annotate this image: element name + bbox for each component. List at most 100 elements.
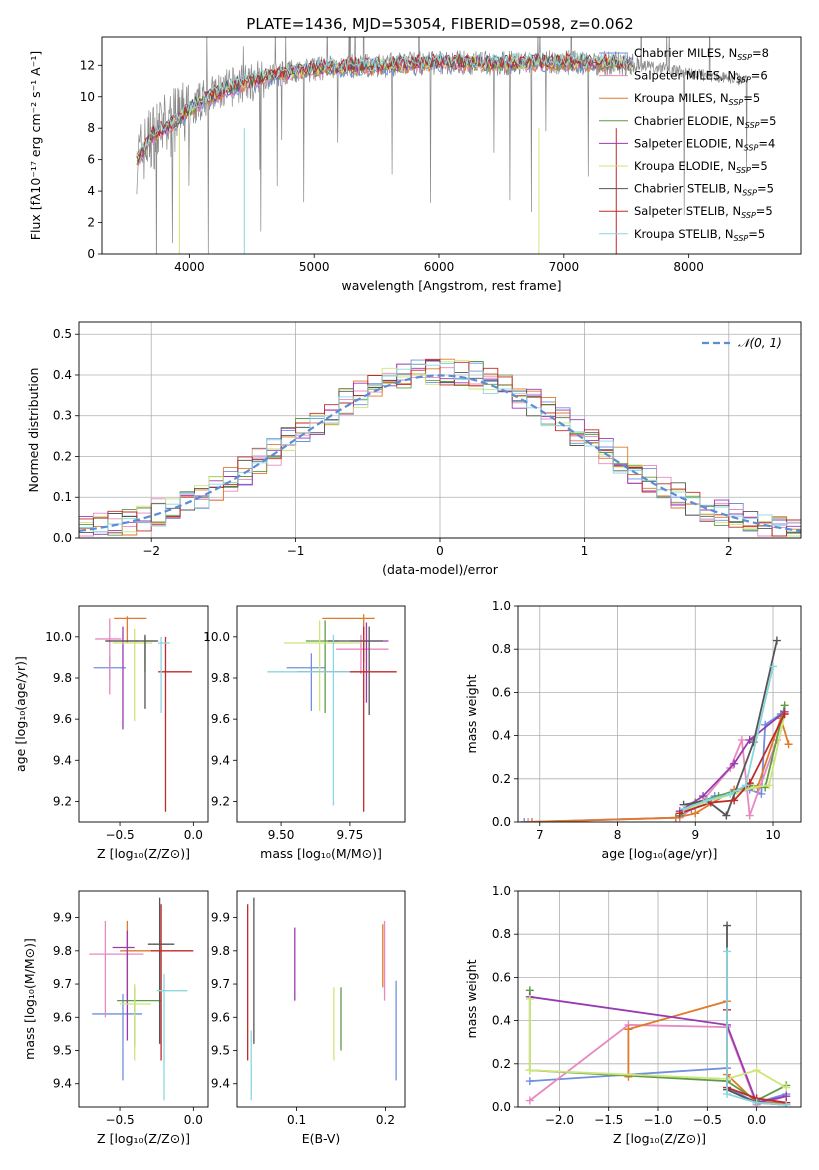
- weight-marker-chabrier_miles: [757, 789, 766, 798]
- weight-marker-chabrier_stelib: [772, 636, 781, 645]
- x-tick-label: 10: [765, 828, 780, 842]
- weight-marker-kroupa_stelib: [702, 796, 711, 805]
- y-tick-label: 0: [87, 247, 95, 261]
- x-tick-label: −0.5: [105, 1113, 134, 1127]
- x-tick-label: 0.1: [287, 1113, 306, 1127]
- y-tick-label: 0.4: [492, 1014, 511, 1028]
- weight-marker-kroupa_miles: [784, 740, 793, 749]
- plot-area: [267, 614, 397, 812]
- legend-label-chabrier_elodie: Chabrier ELODIE, NSSP=5: [634, 114, 776, 130]
- legend-label-salpeter_stelib: Salpeter STELIB, NSSP=5: [634, 204, 773, 220]
- plot-area: [520, 636, 793, 822]
- weight-marker-chabrier_miles: [520, 818, 529, 822]
- weight-marker-kroupa_stelib: [723, 1090, 732, 1099]
- y-tick-label: 0.1: [53, 490, 72, 504]
- x-tick-label: 6000: [424, 260, 455, 274]
- y-tick-label: 0.6: [492, 685, 511, 699]
- y-tick-label: 0.8: [492, 927, 511, 941]
- weight-marker-salpeter_miles: [737, 735, 746, 744]
- x-axis-label: Z [log₁₀(Z/Z⊙)]: [97, 846, 190, 861]
- y-tick-label: 9.5: [211, 1044, 230, 1058]
- y-axis-label: mass [log₁₀(M/M⊙)]: [22, 938, 37, 1060]
- y-tick-label: 0.0: [492, 1100, 511, 1114]
- x-tick-label: −0.5: [693, 1113, 722, 1127]
- plot-area: [89, 897, 194, 1101]
- axes-frame: [236, 890, 406, 1108]
- y-tick-label: 9.6: [211, 712, 230, 726]
- x-tick-label: 8: [614, 828, 622, 842]
- y-tick-label: 9.6: [211, 1010, 230, 1024]
- figure-title: PLATE=1436, MJD=53054, FIBERID=0598, z=0…: [246, 15, 633, 33]
- legend-label-kroupa_miles: Kroupa MILES, NSSP=5: [634, 91, 760, 107]
- x-tick-label: 0.0: [184, 828, 203, 842]
- axes-frame: [78, 605, 209, 823]
- y-tick-label: 9.4: [53, 753, 72, 767]
- x-tick-label: 5000: [299, 260, 330, 274]
- axes-frame: [78, 321, 802, 539]
- weight-marker-kroupa_elodie: [765, 781, 774, 790]
- x-tick-label: 8000: [673, 260, 704, 274]
- y-tick-label: 0.2: [53, 449, 72, 463]
- y-tick-label: 6: [87, 153, 95, 167]
- plot-area: [93, 616, 192, 812]
- weight-marker-kroupa_stelib: [726, 789, 735, 798]
- axes-weight_vs_age: 7 8 9 10 0.0 0.2 0.4 0.6 0.8 1.0 age [log₁₀(age/yr…: [464, 599, 802, 861]
- y-tick-label: 9.6: [53, 1010, 72, 1024]
- y-tick-label: 9.6: [53, 712, 72, 726]
- axes-mass_vs_ebv: 0.1 0.2 9.4 9.5 9.6 9.7 9.8 9.9 E(B-V): [211, 890, 406, 1146]
- legend-label-chabrier_stelib: Chabrier STELIB, NSSP=5: [634, 182, 774, 198]
- x-axis-label: Z [log₁₀(Z/Z⊙)]: [97, 1131, 190, 1146]
- y-tick-label: 4: [87, 184, 95, 198]
- x-tick-label: 7000: [549, 260, 580, 274]
- spectrum-legend: Chabrier MILES, NSSP=8 Salpeter MILES, NS…: [599, 46, 776, 243]
- y-axis-label: mass weight: [464, 959, 479, 1038]
- x-tick-label: 9.50: [268, 828, 295, 842]
- y-tick-label: 10: [80, 90, 95, 104]
- weight-marker-kroupa_stelib: [741, 781, 750, 790]
- weight-marker-kroupa_stelib: [752, 1098, 761, 1107]
- plot-area: [525, 921, 791, 1107]
- y-tick-label: 9.9: [53, 911, 72, 925]
- weight-line-chabrier_miles: [524, 713, 782, 822]
- weight-marker-salpeter_stelib: [675, 809, 684, 818]
- y-tick-label: 9.4: [211, 1077, 230, 1091]
- y-tick-label: 9.8: [53, 944, 72, 958]
- axes-frame: [101, 36, 802, 255]
- x-axis-label: (data-model)/error: [382, 562, 499, 577]
- x-tick-label: 9.75: [337, 828, 364, 842]
- axes-residuals: −2 −1 0 1 2 0.0 0.1 0.2 0.3 0.4 0.5 (data-model)/er…: [26, 321, 802, 577]
- x-tick-label: −0.5: [105, 828, 134, 842]
- y-tick-label: 10.0: [203, 630, 230, 644]
- weight-marker-salpeter_miles: [745, 811, 754, 820]
- legend-label-chabrier_miles: Chabrier MILES, NSSP=8: [634, 46, 769, 62]
- x-tick-label: 4000: [174, 260, 205, 274]
- y-tick-label: 0.5: [53, 327, 72, 341]
- y-tick-label: 1.0: [492, 884, 511, 898]
- weight-marker-kroupa_elodie: [525, 1066, 534, 1075]
- x-axis-label: mass [log₁₀(M/M⊙)]: [260, 846, 382, 861]
- axes-frame: [517, 605, 802, 823]
- weight-line-kroupa_stelib: [726, 951, 787, 1106]
- x-tick-label: −1: [287, 544, 305, 558]
- histogram-kroupa_stelib: [79, 363, 801, 533]
- weight-marker-kroupa_stelib: [782, 1100, 791, 1107]
- y-tick-label: 9.8: [211, 944, 230, 958]
- plot-area: [247, 897, 397, 1101]
- weight-marker-salpeter_elodie: [730, 759, 739, 768]
- x-axis-label: E(B-V): [302, 1131, 341, 1146]
- x-tick-label: −2.0: [545, 1113, 574, 1127]
- x-tick-label: 7: [536, 828, 544, 842]
- axes-weight_vs_Z: −2.0 −1.5 −1.0 −0.5 0.0 0.0 0.2 0.4 0.6 0.8 1.0 Z […: [464, 884, 802, 1146]
- weight-line-salpeter_elodie: [529, 995, 787, 1104]
- y-tick-label: 9.4: [211, 753, 230, 767]
- y-tick-label: 0.4: [53, 368, 72, 382]
- y-tick-label: 2: [87, 216, 95, 230]
- x-axis-label: wavelength [Angstrom, rest frame]: [341, 278, 561, 293]
- weight-marker-kroupa_miles: [527, 818, 536, 822]
- y-tick-label: 9.8: [53, 671, 72, 685]
- weight-marker-chabrier_stelib: [723, 921, 732, 930]
- weight-marker-salpeter_miles: [524, 818, 533, 822]
- y-tick-label: 9.5: [53, 1044, 72, 1058]
- y-tick-label: 9.2: [53, 794, 72, 808]
